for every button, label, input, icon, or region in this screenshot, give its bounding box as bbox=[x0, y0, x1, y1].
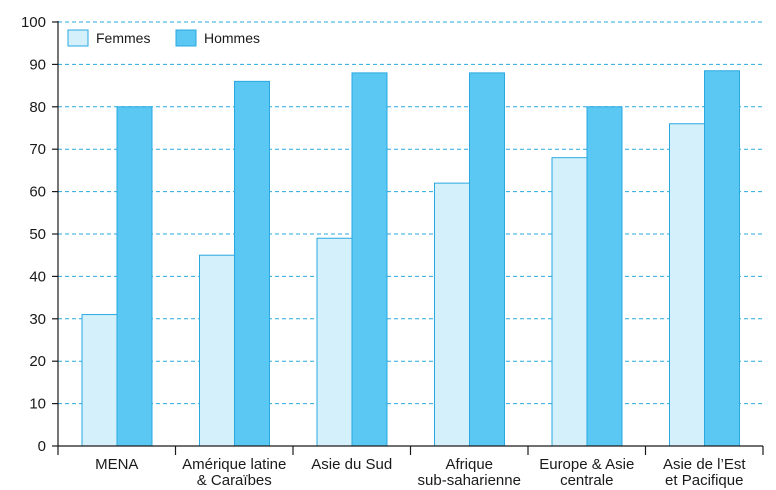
bar-femmes bbox=[551, 157, 588, 447]
x-category-label: & Caraïbes bbox=[197, 472, 272, 489]
y-tick-label: 100 bbox=[21, 14, 46, 31]
y-tick-label: 40 bbox=[29, 268, 46, 285]
bar-femmes bbox=[199, 254, 235, 447]
x-category-label: Afrique bbox=[445, 456, 493, 473]
bar-hommes bbox=[116, 106, 153, 447]
x-category-label: centrale bbox=[560, 472, 613, 489]
x-category-label: et Pacifique bbox=[665, 472, 743, 489]
x-category-label: Asie de l’Est bbox=[663, 456, 746, 473]
y-tick-labels: 0 10 20 30 40 50 60 70 80 90 100 bbox=[21, 14, 46, 455]
legend-swatch-femmes bbox=[67, 29, 89, 47]
bar-femmes bbox=[434, 182, 470, 447]
y-tick-label: 20 bbox=[29, 353, 46, 370]
legend-swatch-hommes bbox=[175, 29, 197, 47]
bar-femmes bbox=[81, 314, 118, 447]
gridlines bbox=[58, 21, 763, 405]
legend-label-hommes: Hommes bbox=[204, 30, 260, 46]
bar-hommes bbox=[704, 70, 740, 447]
bar-femmes bbox=[669, 123, 705, 447]
y-tick-label: 30 bbox=[29, 311, 46, 328]
y-tick-label: 0 bbox=[38, 438, 46, 455]
x-category-label: Amérique latine bbox=[182, 456, 286, 473]
x-category-label: Asie du Sud bbox=[311, 456, 392, 473]
category-labels: MENA Amérique latine& Caraïbes Asie du Sud… bbox=[95, 456, 746, 489]
bar-hommes bbox=[234, 80, 270, 447]
legend-label-femmes: Femmes bbox=[96, 30, 150, 46]
y-tick-label: 50 bbox=[29, 226, 46, 243]
bar-hommes bbox=[469, 72, 505, 447]
bar-femmes bbox=[316, 237, 353, 447]
x-category-label: MENA bbox=[95, 456, 138, 473]
legend: Femmes Hommes bbox=[60, 24, 277, 52]
x-category-label: sub-saharienne bbox=[418, 472, 521, 489]
axes bbox=[52, 21, 764, 455]
legend-box bbox=[60, 24, 277, 52]
bar-hommes bbox=[586, 106, 623, 447]
y-tick-label: 80 bbox=[29, 99, 46, 116]
x-category-label: Europe & Asie bbox=[539, 456, 634, 473]
bar-hommes bbox=[351, 72, 388, 447]
y-tick-label: 60 bbox=[29, 184, 46, 201]
y-tick-label: 70 bbox=[29, 141, 46, 158]
y-tick-label: 90 bbox=[29, 56, 46, 73]
bars bbox=[81, 70, 740, 447]
y-tick-label: 10 bbox=[29, 396, 46, 413]
